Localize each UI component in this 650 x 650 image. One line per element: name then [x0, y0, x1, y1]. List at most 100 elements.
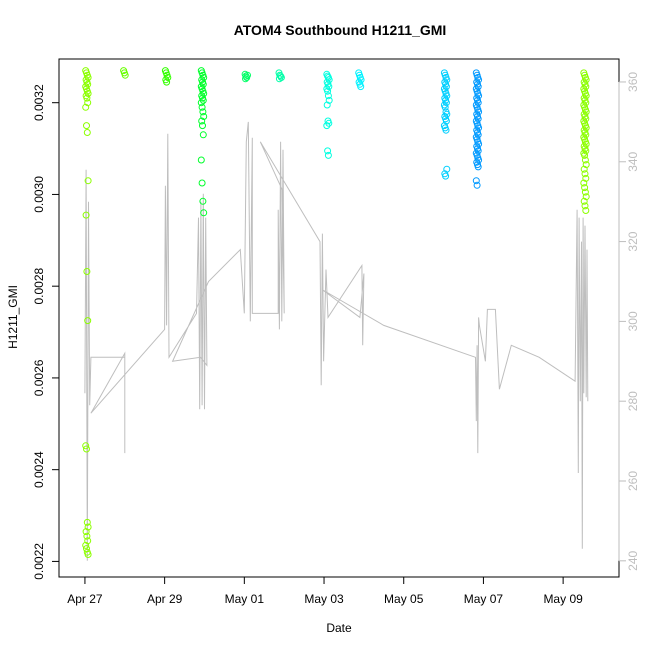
- data-point: [580, 165, 588, 173]
- x-tick-label: May 01: [225, 592, 265, 606]
- data-point: [163, 78, 171, 86]
- data-point: [198, 179, 206, 187]
- x-tick-label: May 09: [543, 592, 583, 606]
- data-point: [443, 76, 451, 84]
- y-right-tick-label: 300: [626, 311, 640, 331]
- point-group: [197, 67, 208, 217]
- data-point: [197, 156, 205, 164]
- data-point: [475, 156, 483, 164]
- data-point: [582, 83, 590, 91]
- data-point: [200, 90, 208, 97]
- data-point: [474, 147, 482, 155]
- x-tick-label: May 07: [464, 592, 504, 606]
- point-group: [580, 69, 590, 214]
- y-left-tick-label: 0.0032: [32, 84, 46, 121]
- data-point: [199, 197, 207, 205]
- data-point: [84, 74, 92, 81]
- y-left-tick-label: 0.0028: [32, 268, 46, 305]
- data-point: [200, 113, 208, 120]
- data-point: [84, 80, 92, 88]
- point-group: [241, 70, 251, 83]
- data-point: [475, 92, 483, 100]
- data-point: [200, 209, 208, 217]
- data-point: [581, 170, 589, 178]
- data-point: [83, 445, 90, 453]
- data-point: [84, 523, 92, 531]
- data-point: [84, 537, 92, 545]
- data-point: [82, 103, 90, 111]
- data-point: [582, 92, 590, 100]
- point-group: [82, 67, 92, 558]
- y-right-tick-label: 340: [626, 151, 640, 171]
- y-left-tick-label: 0.0030: [32, 176, 46, 213]
- data-point: [473, 181, 481, 189]
- data-point: [324, 151, 332, 159]
- data-point: [324, 147, 332, 155]
- data-point: [581, 184, 589, 192]
- data-point: [244, 71, 251, 79]
- data-point: [582, 115, 590, 123]
- axes: Apr 27 Apr 29 May 01 May 03 May 05 May 07 May …: [32, 72, 640, 606]
- data-point: [121, 71, 129, 79]
- point-group: [440, 69, 451, 180]
- data-point: [357, 83, 365, 91]
- data-point: [83, 268, 91, 275]
- data-point: [84, 317, 92, 325]
- data-point: [82, 211, 90, 219]
- y-left-tick-label: 0.0022: [32, 543, 46, 580]
- data-point: [357, 76, 365, 84]
- data-point: [582, 99, 590, 107]
- data-point: [82, 528, 90, 536]
- data-point: [472, 177, 480, 185]
- data-point: [582, 131, 590, 139]
- data-point: [474, 83, 482, 91]
- data-point: [82, 442, 90, 450]
- data-point: [475, 108, 483, 116]
- data-point: [84, 99, 92, 107]
- data-point: [323, 122, 331, 130]
- data-point: [581, 188, 589, 196]
- data-point: [442, 126, 450, 134]
- y-right-tick-label: 260: [626, 471, 640, 491]
- data-point: [197, 99, 205, 107]
- data-point: [442, 172, 450, 180]
- data-point: [474, 163, 482, 171]
- point-group: [120, 67, 129, 79]
- x-tick-label: Apr 29: [147, 592, 183, 606]
- data-point: [200, 74, 208, 81]
- data-point: [84, 551, 92, 558]
- data-point: [443, 92, 451, 100]
- data-point: [580, 197, 588, 205]
- y-left-tick-label: 0.0024: [32, 451, 46, 488]
- data-point: [82, 541, 90, 549]
- x-tick-label: Apr 27: [67, 592, 103, 606]
- data-point: [474, 115, 482, 123]
- chart-title: ATOM4 Southbound H1211_GMI: [234, 22, 447, 38]
- data-point: [84, 90, 92, 97]
- y-right-tick-label: 320: [626, 231, 640, 251]
- x-tick-label: May 03: [304, 592, 344, 606]
- line-series: [84, 121, 589, 561]
- data-point: [442, 83, 450, 91]
- data-point: [443, 110, 451, 118]
- data-point: [582, 140, 590, 148]
- point-group: [472, 69, 483, 189]
- data-point: [582, 193, 590, 201]
- data-point: [581, 202, 589, 210]
- data-point: [581, 151, 589, 159]
- data-point: [443, 165, 451, 173]
- data-point: [580, 179, 588, 187]
- data-point: [325, 83, 333, 91]
- point-group: [275, 69, 285, 83]
- data-point: [582, 76, 590, 84]
- data-point: [582, 108, 590, 116]
- data-point: [199, 131, 207, 139]
- data-point: [474, 99, 482, 107]
- data-point: [582, 124, 590, 132]
- x-axis-label: Date: [326, 621, 352, 635]
- data-point: [198, 117, 206, 125]
- point-group: [161, 67, 172, 86]
- data-point: [581, 156, 589, 164]
- data-point: [325, 96, 333, 104]
